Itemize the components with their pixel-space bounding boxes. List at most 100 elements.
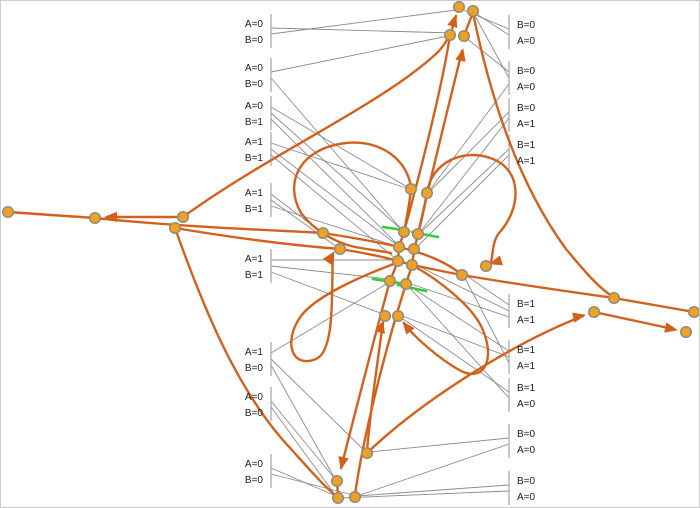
state-node[interactable] — [466, 4, 480, 18]
signal-label-line: A=0 — [517, 36, 536, 47]
label-connector-line — [465, 37, 510, 73]
state-node[interactable] — [587, 305, 601, 319]
label-connector-line — [419, 117, 510, 233]
state-node[interactable] — [316, 226, 330, 240]
state-node[interactable] — [420, 186, 434, 200]
label-connector-line — [428, 111, 510, 193]
signal-label: A=1B=1 — [245, 254, 264, 281]
signal-label-line: B=0 — [245, 363, 264, 374]
state-node[interactable] — [399, 277, 413, 291]
transition-edge-petal-lower-left — [290, 253, 401, 363]
label-connector-line — [356, 484, 510, 497]
state-node[interactable] — [391, 309, 405, 323]
signal-label: A=1B=1 — [245, 137, 264, 164]
signal-label-line: B=0 — [517, 429, 536, 440]
transition-edge-center-to-bottom — [365, 321, 385, 453]
state-node[interactable] — [168, 221, 182, 235]
state-node[interactable] — [405, 258, 419, 272]
signal-label: A=0B=0 — [245, 392, 264, 419]
state-node[interactable] — [457, 29, 471, 43]
transition-edge-right-tail — [592, 310, 675, 331]
state-node[interactable] — [443, 28, 457, 42]
signal-label-line: A=1 — [245, 137, 264, 148]
signal-label-line: B=0 — [517, 66, 536, 77]
state-node[interactable] — [392, 240, 406, 254]
state-node[interactable] — [333, 242, 347, 256]
state-node[interactable] — [455, 268, 469, 282]
label-connector-line — [270, 265, 389, 280]
signal-label: B=1A=1 — [517, 299, 536, 326]
label-connector-line — [399, 316, 510, 393]
label-connector-line — [463, 275, 510, 364]
signal-label: B=1A=0 — [517, 383, 536, 410]
state-node[interactable] — [360, 446, 374, 460]
signal-label-line: A=0 — [245, 392, 264, 403]
arrowhead-icon — [455, 48, 466, 62]
label-connector-line — [270, 473, 354, 496]
transition-edge-horizontal-strand-lower — [173, 226, 464, 277]
label-connector-line — [270, 358, 366, 452]
signal-label-line: B=1 — [245, 153, 264, 164]
label-connector-line — [270, 406, 337, 497]
signal-label: B=0A=0 — [517, 20, 536, 47]
signal-label-line: A=0 — [517, 82, 536, 93]
signal-label-line: B=0 — [517, 20, 536, 31]
transition-edge-bottom-to-right — [365, 314, 585, 455]
state-node[interactable] — [1, 205, 15, 219]
signal-label: A=0B=1 — [245, 101, 264, 128]
label-connector-line — [270, 118, 399, 246]
signal-label-line: B=1 — [517, 383, 536, 394]
label-connector-line — [474, 12, 510, 36]
state-node[interactable] — [607, 291, 621, 305]
signal-label-line: B=1 — [517, 345, 536, 356]
state-node[interactable] — [397, 225, 411, 239]
signal-label: A=0B=0 — [245, 63, 264, 90]
arrowhead-icon — [664, 322, 678, 333]
state-node[interactable] — [391, 254, 405, 268]
signal-label: A=1B=0 — [245, 347, 264, 374]
signal-label-line: B=0 — [245, 79, 264, 90]
signal-label: A=0B=0 — [245, 459, 264, 486]
signal-label: B=0A=0 — [517, 66, 536, 93]
label-connector-line — [415, 154, 510, 249]
label-connector-line — [463, 273, 510, 306]
label-connector-line — [368, 437, 510, 453]
state-node[interactable] — [679, 325, 693, 339]
signal-label-line: A=1 — [517, 156, 536, 167]
label-connector-line — [407, 284, 510, 352]
state-node[interactable] — [404, 182, 418, 196]
transition-edge-sweep-left-bottom — [173, 226, 337, 497]
state-node[interactable] — [330, 474, 344, 488]
signal-label-line: A=0 — [245, 459, 264, 470]
label-connector-line — [270, 271, 384, 315]
state-node[interactable] — [383, 274, 397, 288]
state-node[interactable] — [687, 305, 699, 319]
signal-label: B=1A=1 — [517, 140, 536, 167]
arrowhead-icon — [322, 251, 335, 265]
signal-label-line: A=1 — [517, 119, 536, 130]
signal-label-line: A=1 — [517, 315, 536, 326]
label-connector-line — [270, 27, 455, 34]
label-connector-line — [270, 148, 398, 246]
signal-label-line: B=1 — [517, 299, 536, 310]
signal-label: A=0B=0 — [245, 19, 264, 46]
state-node[interactable] — [452, 1, 466, 14]
label-connector-line — [270, 400, 336, 480]
state-node[interactable] — [88, 211, 102, 225]
state-node[interactable] — [348, 490, 362, 504]
state-node[interactable] — [479, 259, 493, 273]
signal-label-line: A=0 — [245, 63, 264, 74]
signal-label-line: A=1 — [245, 188, 264, 199]
state-node[interactable] — [378, 309, 392, 323]
state-node[interactable] — [411, 227, 425, 241]
label-connector-line — [356, 443, 510, 497]
signal-label-line: B=1 — [245, 270, 264, 281]
state-node[interactable] — [407, 242, 421, 256]
state-node[interactable] — [176, 210, 190, 224]
label-connector-line — [419, 148, 510, 234]
signal-label: A=1B=1 — [245, 188, 264, 215]
arrowhead-icon — [572, 312, 586, 323]
state-node[interactable] — [331, 491, 345, 505]
